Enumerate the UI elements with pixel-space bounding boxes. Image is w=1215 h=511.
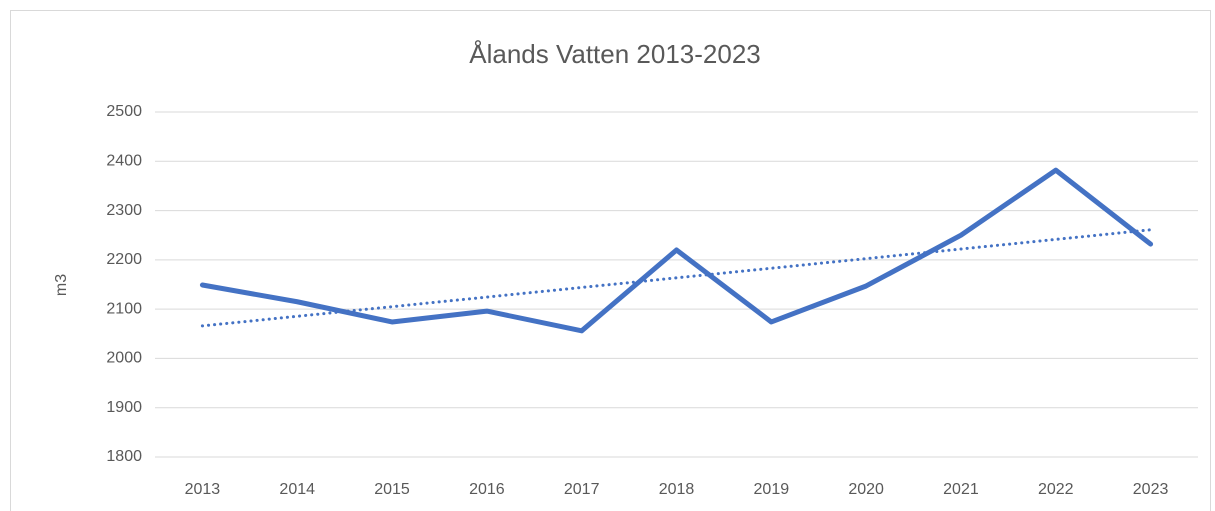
x-tick-label: 2016 — [469, 481, 505, 498]
x-tick-label: 2013 — [185, 481, 221, 498]
x-tick-label: 2023 — [1133, 481, 1169, 498]
y-axis-label: m3 — [53, 274, 70, 296]
x-tick-label: 2015 — [374, 481, 410, 498]
y-tick-label: 2200 — [106, 251, 142, 268]
y-tick-label: 1800 — [106, 448, 142, 465]
chart-frame — [10, 10, 1211, 511]
x-tick-label: 2018 — [659, 481, 695, 498]
trend-line — [200, 228, 1153, 328]
x-tick-label: 2017 — [564, 481, 600, 498]
x-tick-label: 2022 — [1038, 481, 1074, 498]
y-tick-label: 1900 — [106, 399, 142, 416]
y-tick-label: 2400 — [106, 153, 142, 170]
y-tick-label: 2300 — [106, 202, 142, 219]
y-tick-label: 2500 — [106, 103, 142, 120]
x-tick-label: 2021 — [943, 481, 979, 498]
x-tick-label: 2019 — [754, 481, 790, 498]
chart-title: Ålands Vatten 2013-2023 — [469, 39, 761, 69]
y-tick-label: 2000 — [106, 350, 142, 367]
data-line — [199, 167, 1154, 334]
x-tick-label: 2020 — [848, 481, 884, 498]
x-tick-label: 2014 — [279, 481, 315, 498]
y-tick-label: 2100 — [106, 300, 142, 317]
